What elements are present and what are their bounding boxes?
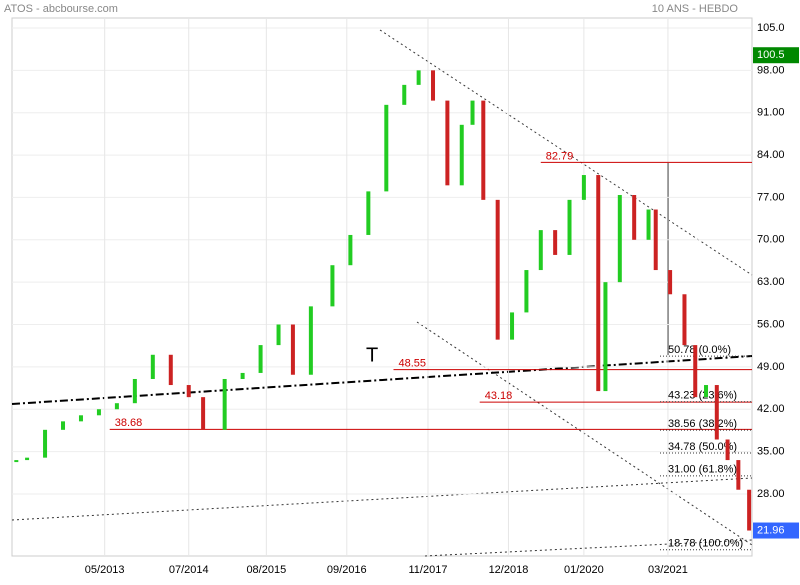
price-bar bbox=[258, 345, 263, 373]
trendline bbox=[379, 29, 753, 276]
price-bar bbox=[693, 345, 698, 398]
fib-label: 50.78 (0.0%) bbox=[668, 344, 731, 356]
price-bar bbox=[290, 324, 295, 375]
price-bar bbox=[348, 234, 353, 266]
price-bar bbox=[78, 415, 83, 422]
price-bar bbox=[431, 70, 436, 101]
price-bar bbox=[222, 378, 227, 430]
y-tick-label: 70.00 bbox=[757, 234, 785, 246]
price-bar bbox=[330, 265, 335, 307]
price-bar bbox=[682, 294, 687, 346]
level-label: 48.55 bbox=[398, 358, 426, 370]
price-bar bbox=[538, 230, 543, 271]
price-bar bbox=[495, 199, 500, 340]
price-bar bbox=[524, 270, 529, 313]
fib-label: 34.78 (50.0%) bbox=[668, 441, 737, 453]
y-tick-label: 84.00 bbox=[757, 149, 785, 161]
y-tick-label: 105.0 bbox=[757, 22, 785, 34]
price-bar bbox=[25, 457, 30, 461]
price-bar bbox=[114, 403, 119, 410]
price-bar bbox=[617, 195, 622, 283]
y-tick-label: 63.00 bbox=[757, 276, 785, 288]
y-tick-label: 91.00 bbox=[757, 107, 785, 119]
x-tick-label: 07/2014 bbox=[169, 564, 209, 576]
fib-label: 31.00 (61.8%) bbox=[668, 464, 737, 476]
price-bar bbox=[470, 100, 475, 125]
price-bar bbox=[150, 354, 155, 379]
y-tick-label: 49.00 bbox=[757, 361, 785, 373]
chart-subtitle: 10 ANS - HEBDO bbox=[652, 3, 739, 15]
x-tick-label: 12/2018 bbox=[489, 564, 529, 576]
x-tick-label: 11/2017 bbox=[409, 564, 448, 576]
annotation: T bbox=[366, 344, 378, 366]
price-bar bbox=[14, 460, 19, 463]
fib-label: 43.23 (23.6%) bbox=[668, 390, 737, 402]
price-bar bbox=[596, 175, 601, 392]
fib-label: 18.78 (100.0%) bbox=[668, 538, 743, 550]
price-bar bbox=[553, 230, 558, 255]
y-tick-label: 56.00 bbox=[757, 318, 785, 330]
price-tag-label: 100.5 bbox=[757, 49, 785, 61]
price-bar bbox=[714, 385, 719, 440]
price-bar bbox=[61, 421, 66, 430]
price-bar bbox=[704, 385, 709, 398]
price-bar bbox=[201, 397, 206, 430]
chart-title: ATOS - abcbourse.com bbox=[4, 3, 118, 15]
price-bar bbox=[736, 460, 741, 490]
price-bar bbox=[132, 378, 137, 404]
price-bar bbox=[240, 372, 245, 379]
level-label: 82.79 bbox=[546, 150, 574, 162]
x-tick-label: 01/2020 bbox=[564, 564, 604, 576]
trendline bbox=[11, 477, 753, 521]
trendline bbox=[416, 321, 753, 546]
price-bar bbox=[646, 209, 651, 240]
price-bar bbox=[653, 209, 658, 271]
level-label: 38.68 bbox=[115, 417, 143, 429]
price-tag-label: 21.96 bbox=[757, 524, 785, 536]
plot-frame bbox=[11, 17, 753, 557]
y-tick-label: 35.00 bbox=[757, 446, 785, 458]
price-bar bbox=[186, 385, 191, 398]
price-bar bbox=[308, 306, 313, 375]
price-bar bbox=[567, 199, 572, 255]
price-bar bbox=[725, 439, 730, 461]
level-label: 43.18 bbox=[485, 390, 513, 402]
trendline bbox=[11, 355, 753, 405]
price-bar bbox=[366, 191, 371, 235]
trendlines bbox=[11, 29, 753, 557]
price-bar bbox=[632, 195, 637, 240]
fib-label: 38.56 (38.2%) bbox=[668, 418, 737, 430]
price-bar bbox=[276, 324, 281, 346]
y-tick-label: 77.00 bbox=[757, 191, 785, 203]
x-tick-label: 09/2016 bbox=[327, 564, 367, 576]
x-tick-label: 03/2021 bbox=[648, 564, 688, 576]
x-tick-label: 08/2015 bbox=[246, 564, 286, 576]
price-tag bbox=[753, 522, 799, 539]
y-tick-label: 28.00 bbox=[757, 488, 785, 500]
price-bar bbox=[416, 70, 421, 85]
price-bar bbox=[43, 429, 48, 458]
y-tick-label: 42.00 bbox=[757, 403, 785, 415]
price-bar bbox=[603, 282, 608, 392]
price-bar bbox=[668, 270, 673, 295]
price-bar bbox=[96, 409, 101, 416]
y-tick-label: 98.00 bbox=[757, 64, 785, 76]
price-bar bbox=[168, 354, 173, 386]
price-bar bbox=[510, 312, 515, 340]
price-bar bbox=[481, 100, 486, 200]
price-bar bbox=[459, 124, 464, 186]
price-tag bbox=[753, 47, 799, 64]
price-bar bbox=[402, 84, 407, 105]
price-bar bbox=[747, 489, 752, 531]
x-tick-label: 05/2013 bbox=[85, 564, 125, 576]
price-bar bbox=[581, 175, 586, 200]
price-bar bbox=[445, 100, 450, 186]
price-bar bbox=[384, 104, 389, 192]
